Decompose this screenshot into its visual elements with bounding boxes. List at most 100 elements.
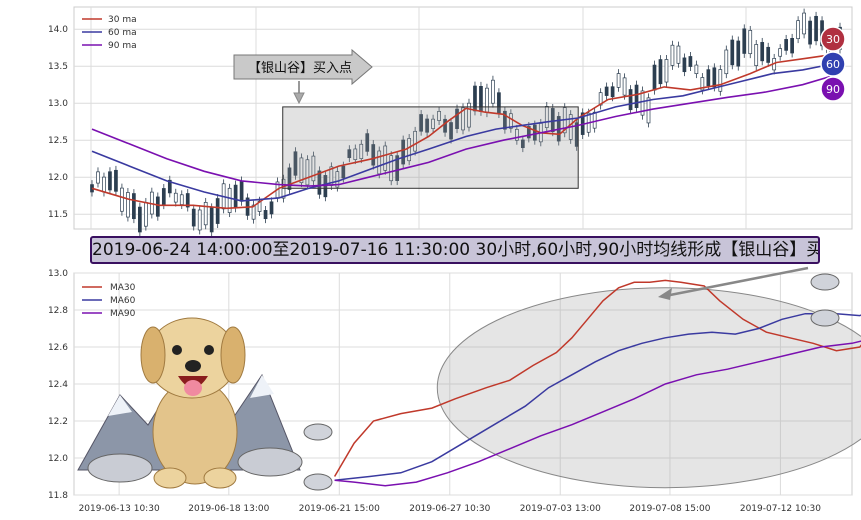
candle <box>203 202 208 226</box>
candle <box>102 176 106 193</box>
candle <box>173 192 178 203</box>
candle <box>652 64 657 91</box>
candle <box>515 128 519 141</box>
candle <box>401 139 406 165</box>
candle <box>491 79 495 104</box>
candle <box>389 155 394 182</box>
candle <box>293 151 298 176</box>
bottom-y-tick-label: 12.4 <box>48 380 68 390</box>
candle <box>413 130 417 152</box>
candle <box>419 114 423 132</box>
signal-region-box <box>282 106 579 189</box>
candle <box>754 44 759 66</box>
candle <box>317 170 322 195</box>
candle <box>437 111 441 121</box>
candle <box>503 110 507 130</box>
candle <box>383 145 388 171</box>
candle <box>227 187 232 213</box>
candle <box>269 201 274 215</box>
candle <box>802 12 806 35</box>
candle <box>724 49 729 75</box>
highlight-pointer <box>664 266 809 298</box>
candle <box>610 86 615 98</box>
silver-ingot <box>237 447 303 477</box>
candle <box>263 210 268 220</box>
candle <box>120 187 124 212</box>
candle <box>215 198 220 224</box>
candle <box>760 42 765 62</box>
candle <box>126 192 130 218</box>
candle <box>808 20 812 45</box>
candle <box>114 169 118 192</box>
ma-badge-90 <box>820 76 846 102</box>
candle <box>616 73 621 88</box>
bottom-legend-label: MA60 <box>110 296 136 306</box>
bottom-series-line-MA30 <box>333 279 861 477</box>
candle <box>233 184 238 209</box>
top-series-line-30-ma <box>91 47 841 210</box>
candle <box>179 194 184 205</box>
bottom-y-tick-label: 12.8 <box>48 306 68 316</box>
candle <box>814 15 818 42</box>
top-legend-label: 90 ma <box>108 41 137 51</box>
candle <box>736 40 741 67</box>
candle <box>305 159 310 186</box>
candle <box>209 207 214 233</box>
candle <box>670 44 675 66</box>
candle <box>138 206 142 233</box>
candle <box>628 89 633 111</box>
candle <box>167 179 172 194</box>
candle <box>96 171 100 184</box>
candle <box>359 143 364 159</box>
candle <box>520 139 525 149</box>
candle <box>287 167 292 190</box>
top-y-tick-label: 13.5 <box>48 62 68 72</box>
bottom-legend-label: MA30 <box>110 283 136 293</box>
candle <box>467 102 471 128</box>
highlight-pointer-head <box>658 288 672 300</box>
candle <box>191 208 196 227</box>
candles-group <box>90 8 842 237</box>
bottom-y-tick-label: 12.2 <box>48 417 68 427</box>
candle <box>694 64 699 75</box>
candle <box>550 108 555 133</box>
candle <box>718 69 723 92</box>
candle <box>688 56 693 67</box>
ma-badge-label: 60 <box>826 58 840 71</box>
mascot-illustration <box>77 273 840 491</box>
candle <box>526 126 531 139</box>
candle <box>353 148 358 160</box>
candle <box>185 193 190 208</box>
candle <box>604 86 609 96</box>
top-y-tick-label: 12.5 <box>48 136 68 146</box>
ingot-icon <box>810 273 840 291</box>
ingot-icon <box>303 423 333 441</box>
candle <box>712 67 717 88</box>
candle <box>742 28 747 54</box>
bottom-y-tick-label: 11.8 <box>48 491 68 501</box>
candle <box>132 193 136 220</box>
candle <box>395 155 400 181</box>
top-y-tick-label: 12.0 <box>48 173 68 183</box>
dog-nose <box>185 360 201 372</box>
candle <box>796 20 800 40</box>
top-legend-label: 30 ma <box>108 15 137 25</box>
candle <box>251 204 256 220</box>
top-series-line-60-ma <box>91 61 841 202</box>
candle <box>311 155 316 182</box>
candle <box>239 180 244 202</box>
candle <box>748 30 753 55</box>
candle <box>144 202 148 227</box>
top-y-tick-label: 13.0 <box>48 99 68 109</box>
candle <box>341 165 346 179</box>
candle <box>365 133 370 152</box>
candle <box>455 108 459 129</box>
bottom-x-tick-label: 2019-07-03 13:00 <box>520 504 601 514</box>
ingot-icon <box>303 473 333 491</box>
candle <box>682 57 687 73</box>
candle <box>664 59 669 83</box>
title-banner: 2019-06-24 14:00:00至2019-07-16 11:30:00 … <box>90 236 820 264</box>
bottom-x-tick-label: 2019-06-21 15:00 <box>299 504 380 514</box>
candle <box>634 84 639 109</box>
